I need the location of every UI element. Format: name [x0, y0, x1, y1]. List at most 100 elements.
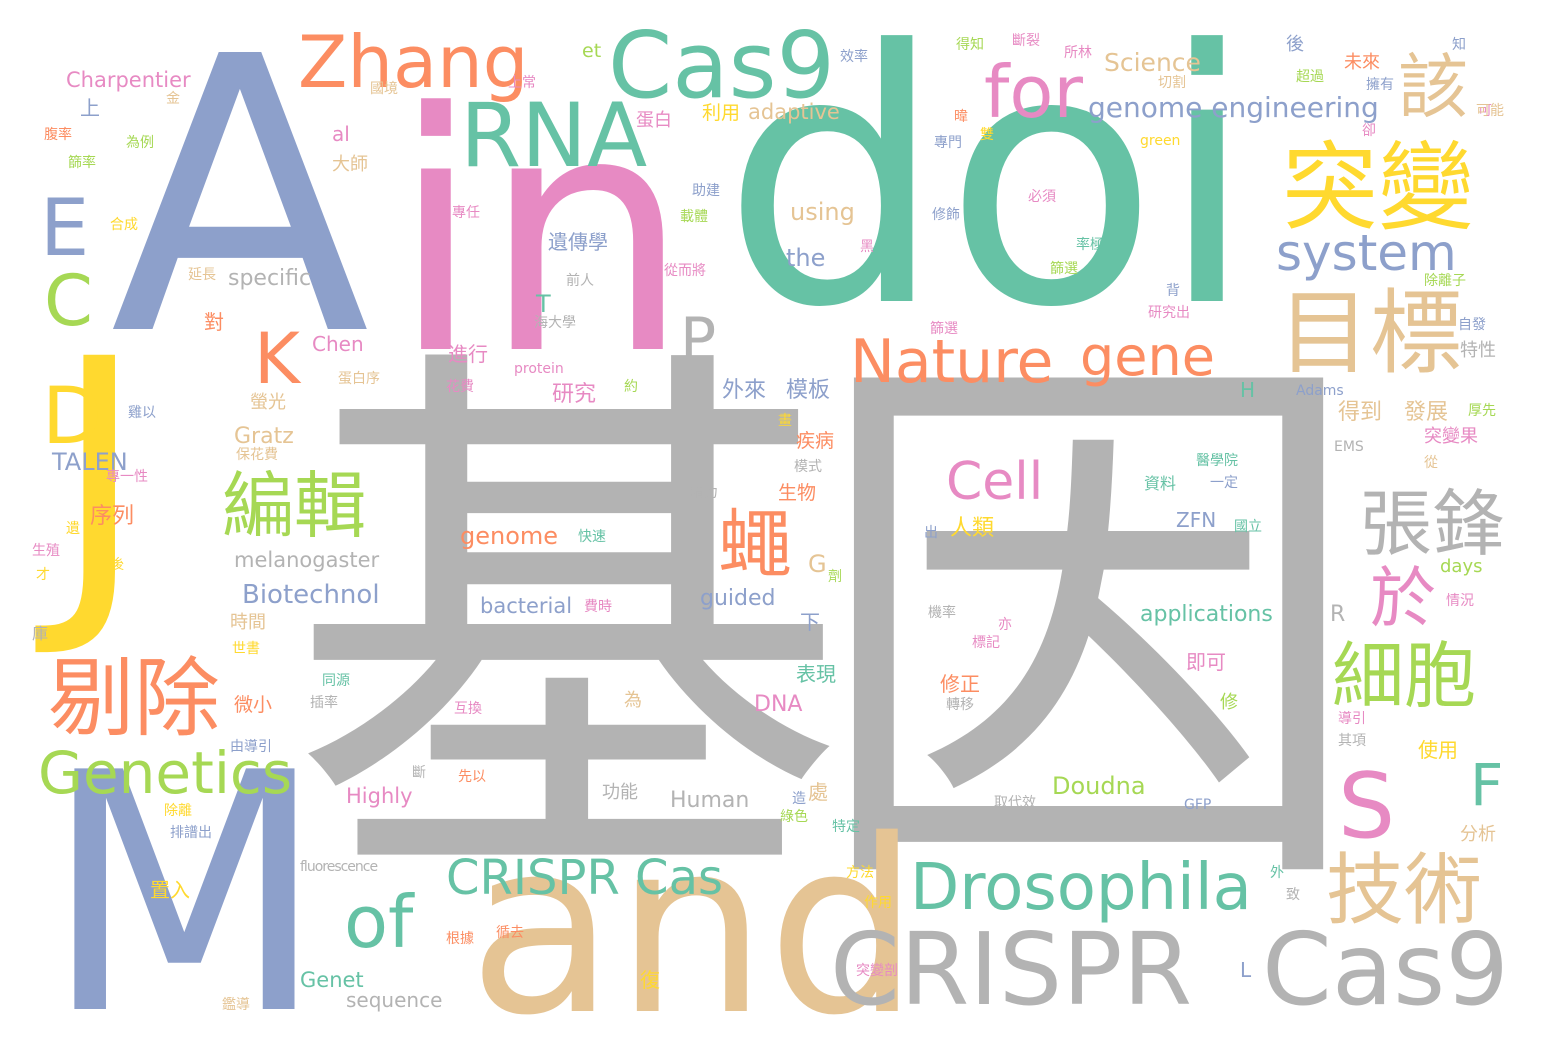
- cloud-word: sequence: [346, 988, 443, 1012]
- cloud-word: 畫: [778, 413, 792, 429]
- cloud-word: 後: [110, 557, 124, 573]
- cloud-word: A: [110, 0, 370, 419]
- cloud-word: 微小: [234, 694, 273, 716]
- cloud-word: 時間: [230, 612, 266, 633]
- cloud-word: RNA: [460, 84, 648, 187]
- cloud-word: DNA: [754, 692, 803, 717]
- cloud-word: 醫學院: [1196, 453, 1238, 469]
- cloud-word: 取代效: [994, 795, 1036, 811]
- cloud-word: C: [44, 260, 93, 342]
- cloud-word: 庫: [32, 624, 49, 643]
- cloud-word: M: [42, 703, 327, 1052]
- cloud-word: 修飾: [932, 207, 960, 223]
- cloud-word: 剔除: [48, 649, 220, 749]
- cloud-word: 互換: [454, 701, 482, 717]
- cloud-word: 造: [792, 791, 806, 807]
- cloud-word: 可能: [1476, 103, 1504, 119]
- cloud-word: 前人: [566, 273, 594, 289]
- cloud-word: 篩率: [68, 155, 96, 171]
- cloud-word: 研究: [552, 382, 597, 407]
- cloud-word: 對: [204, 310, 224, 334]
- cloud-word: 於: [1370, 560, 1436, 637]
- cloud-word: Chen: [312, 332, 364, 356]
- cloud-word: fluorescence: [300, 859, 378, 875]
- cloud-word: 利用: [702, 102, 741, 124]
- cloud-word: 疾病: [796, 430, 835, 452]
- cloud-word: using: [790, 198, 855, 226]
- cloud-word: 功能: [602, 782, 638, 803]
- cloud-word: 才: [36, 567, 50, 583]
- cloud-word: 除離子: [1424, 273, 1466, 289]
- cloud-word: Highly: [346, 784, 413, 808]
- cloud-word: 下: [800, 610, 820, 634]
- cloud-word: 率極: [1076, 237, 1104, 253]
- cloud-word: 模式: [794, 459, 822, 475]
- cloud-word: 從: [1424, 455, 1438, 471]
- cloud-word: 修: [1220, 692, 1238, 713]
- cloud-word: 細胞: [1332, 634, 1477, 718]
- cloud-word: 出: [924, 525, 938, 541]
- cloud-word: 綠色: [780, 809, 808, 825]
- cloud-word: 上常: [508, 75, 536, 91]
- cloud-word: Biotechnol: [242, 580, 380, 610]
- cloud-word: 亦: [998, 617, 1012, 633]
- cloud-word: 生殖: [32, 543, 60, 559]
- cloud-word: 蛋白序: [338, 371, 380, 387]
- cloud-word: 蠅: [718, 502, 792, 588]
- cloud-word: 突變剖: [856, 963, 898, 979]
- cloud-word: 超過: [1296, 69, 1324, 85]
- cloud-word: 方法: [846, 865, 874, 881]
- cloud-word: 專門: [934, 135, 962, 151]
- cloud-word: 專一性: [106, 469, 148, 485]
- cloud-word: S: [1338, 754, 1396, 859]
- cloud-word: Science: [1104, 48, 1201, 77]
- cloud-word: system: [1276, 224, 1457, 282]
- cloud-word: Nature: [850, 327, 1054, 397]
- cloud-word: 金: [166, 91, 180, 107]
- cloud-word: 情況: [1446, 593, 1474, 609]
- cloud-word: 篩選: [930, 321, 958, 337]
- cloud-word: 背: [1166, 283, 1180, 299]
- cloud-word: 張鋒: [1360, 482, 1505, 566]
- cloud-word: 雙: [980, 127, 994, 143]
- cloud-word: 標記: [972, 635, 1000, 651]
- cloud-word: 其項: [1338, 733, 1366, 749]
- cloud-word: 海大學: [534, 315, 576, 331]
- cloud-word: 厚先: [1468, 403, 1496, 419]
- cloud-word: 蛋白: [636, 110, 672, 131]
- cloud-word: Genet: [300, 968, 364, 992]
- cloud-word: 篩選: [1050, 261, 1078, 277]
- cloud-word: 復: [640, 968, 660, 992]
- cloud-word: Gratz: [234, 424, 294, 449]
- cloud-word: 人類: [950, 516, 995, 541]
- cloud-word: R: [1330, 602, 1346, 627]
- cloud-word: applications: [1140, 602, 1273, 627]
- cloud-word: 技術: [1326, 846, 1483, 936]
- cloud-word: 研究出: [1148, 305, 1190, 321]
- cloud-word: in: [390, 43, 691, 427]
- cloud-word: 效率: [840, 49, 868, 65]
- cloud-word: 螢光: [250, 392, 286, 413]
- cloud-word: guided: [700, 586, 776, 611]
- cloud-word: Zhang: [298, 20, 529, 104]
- cloud-word: 由導引: [230, 739, 272, 755]
- cloud-word: 專任: [452, 205, 480, 221]
- cloud-word: 序列: [90, 504, 135, 529]
- cloud-word: 作用: [864, 895, 892, 911]
- cloud-word: 劑: [828, 569, 842, 585]
- cloud-word: 編輯: [222, 464, 367, 548]
- cloud-word: Cas9: [608, 12, 836, 119]
- cloud-word: 黑: [860, 239, 874, 255]
- cloud-word: K: [254, 318, 300, 400]
- cloud-word: 機率: [928, 605, 956, 621]
- cloud-word: ZFN: [1176, 508, 1217, 532]
- cloud-word: 發展: [1404, 400, 1449, 425]
- cloud-word: EMS: [1334, 439, 1364, 455]
- cloud-word: 即可: [1186, 650, 1226, 674]
- cloud-word: Cell: [946, 452, 1044, 512]
- cloud-word: 突變果: [1424, 426, 1478, 447]
- cloud-word: 突變: [1282, 132, 1474, 244]
- cloud-word: of: [344, 880, 414, 964]
- cloud-word: 遺傳學: [548, 230, 608, 254]
